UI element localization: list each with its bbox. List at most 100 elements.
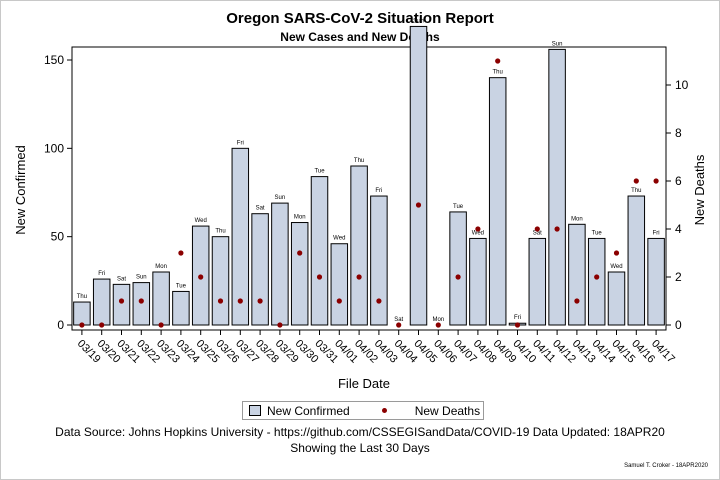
bar-day-label: Thu <box>215 229 225 235</box>
point-new-deaths <box>534 226 540 232</box>
bar-day-label: Thu <box>354 158 364 164</box>
data-source-footnote: Data Source: Johns Hopkins University - … <box>55 425 665 439</box>
point-new-deaths <box>574 298 580 304</box>
x-axis-title: File Date <box>338 376 390 391</box>
point-new-deaths <box>653 178 659 184</box>
bar-day-label: Sun <box>136 275 147 281</box>
point-new-deaths <box>178 250 184 256</box>
point-new-deaths <box>257 298 263 304</box>
bar-new-confirmed <box>528 237 547 326</box>
chart-plot: 0501001500246810Thu03/19Fri03/20Sat03/21… <box>13 18 707 391</box>
point-new-deaths <box>316 274 323 280</box>
legend-label-new-deaths: New Deaths <box>414 403 481 418</box>
point-new-deaths <box>396 322 402 328</box>
chart-subtitle: New Cases and New Deaths <box>280 30 440 44</box>
bar-day-label: Wed <box>333 236 345 242</box>
bar-new-confirmed <box>548 48 566 326</box>
point-new-deaths <box>297 250 303 256</box>
bar-day-label: Sat <box>117 276 126 282</box>
bar-day-label: Tue <box>314 169 325 175</box>
bar-new-confirmed <box>172 290 190 326</box>
bar-day-label: Fri <box>653 230 660 236</box>
bar-new-confirmed <box>271 202 289 326</box>
point-new-deaths <box>118 298 125 304</box>
point-new-deaths <box>356 274 362 280</box>
bar-day-label: Sun <box>552 41 563 47</box>
plot-area-border <box>71 46 667 331</box>
chart-legend: New Confirmed New Deaths <box>242 401 484 420</box>
point-new-deaths <box>613 250 620 256</box>
bar-new-confirmed <box>587 237 606 326</box>
point-new-deaths <box>277 322 283 328</box>
bar-day-label: Fri <box>98 271 105 277</box>
point-new-deaths <box>217 298 224 304</box>
bar-new-confirmed <box>350 165 368 326</box>
bar-new-confirmed <box>607 271 626 326</box>
bar-new-confirmed <box>290 222 309 326</box>
legend-dot-marker <box>381 408 387 413</box>
y-right-tick-label: 6 <box>675 174 682 188</box>
point-new-deaths <box>554 226 560 232</box>
bar-new-confirmed <box>568 223 586 326</box>
bar-new-confirmed <box>132 282 151 326</box>
bar-day-label: Mon <box>571 216 583 222</box>
bar-day-label: Tue <box>592 230 603 236</box>
bar-day-label: Wed <box>195 218 207 224</box>
bar-day-label: Fri <box>375 188 382 194</box>
y-left-tick-label: 100 <box>44 141 64 155</box>
point-new-deaths <box>415 202 422 208</box>
bar-new-confirmed <box>330 243 349 326</box>
author-credit: Samuel T. Croker - 18APR2020 <box>624 463 708 469</box>
bar-day-label: Mon <box>155 264 167 270</box>
y-right-tick-label: 0 <box>675 318 682 332</box>
point-new-deaths <box>455 274 461 280</box>
bar-new-confirmed <box>251 213 269 326</box>
bar-new-confirmed <box>409 25 428 326</box>
point-new-deaths <box>514 322 521 328</box>
bar-new-confirmed <box>152 271 170 326</box>
date-range-footnote: Showing the Last 30 Days <box>290 441 430 455</box>
bar-new-confirmed <box>627 195 646 326</box>
chart-title: Oregon SARS-CoV-2 Situation Report <box>226 10 494 27</box>
bar-day-label: Fri <box>514 315 521 321</box>
point-new-deaths <box>633 178 639 184</box>
point-new-deaths <box>198 274 204 280</box>
bar-day-label: Sat <box>256 206 265 212</box>
bar-day-label: Tue <box>176 283 187 289</box>
legend-label-new-confirmed: New Confirmed <box>267 403 350 418</box>
bar-day-label: Wed <box>610 264 622 270</box>
bar-day-label: Thu <box>631 188 641 194</box>
bar-new-confirmed <box>112 283 131 326</box>
bar-new-confirmed <box>647 237 665 326</box>
bar-day-label: Sun <box>413 18 424 24</box>
point-new-deaths <box>237 298 243 304</box>
y-left-axis-title: New Confirmed <box>13 145 28 235</box>
bar-new-confirmed <box>92 278 111 326</box>
bar-day-label: Sat <box>394 317 403 323</box>
legend-bar-swatch <box>249 405 261 416</box>
point-new-deaths <box>138 298 144 304</box>
point-new-deaths <box>99 322 105 328</box>
bar-day-label: Mon <box>432 317 444 323</box>
y-right-axis-title: New Deaths <box>692 154 707 225</box>
point-new-deaths <box>475 226 481 232</box>
bar-day-label: Wed <box>472 230 484 236</box>
bar-day-label: Sat <box>533 230 542 236</box>
y-right-tick-label: 2 <box>675 270 682 284</box>
bar-new-confirmed <box>449 211 467 326</box>
point-new-deaths <box>594 274 600 280</box>
point-new-deaths <box>336 298 342 304</box>
point-new-deaths <box>435 322 441 328</box>
bar-day-label: Thu <box>77 294 87 300</box>
y-right-tick-label: 8 <box>675 126 682 140</box>
bar-day-label: Fri <box>237 140 244 146</box>
x-tick-label: 04/17 <box>649 338 677 366</box>
y-left-tick-label: 50 <box>51 230 65 244</box>
bar-day-label: Sun <box>275 195 286 201</box>
y-left-tick-label: 0 <box>57 318 64 332</box>
y-right-tick-label: 10 <box>675 78 689 92</box>
y-right-tick-label: 4 <box>675 222 682 236</box>
bar-new-confirmed <box>488 77 507 326</box>
bar-new-confirmed <box>469 237 487 326</box>
point-new-deaths <box>158 322 164 328</box>
